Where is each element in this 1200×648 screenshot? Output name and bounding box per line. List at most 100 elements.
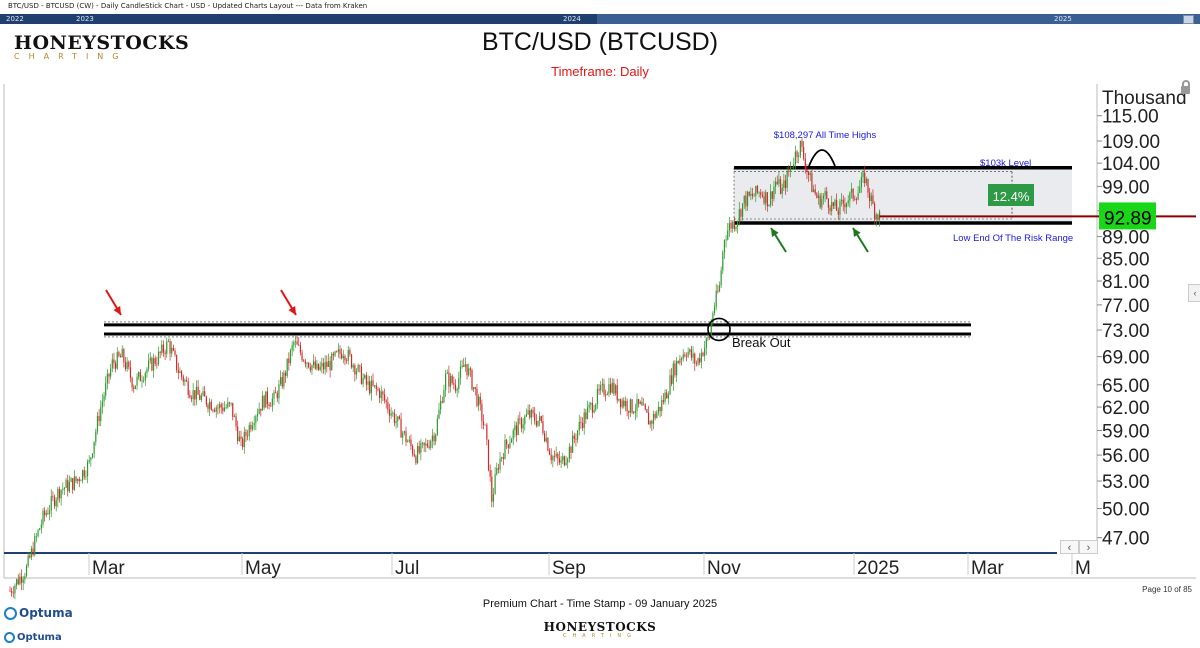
scroll-right-button[interactable]: › [1079, 540, 1098, 554]
candle-body [426, 443, 429, 447]
candle-body [126, 361, 128, 369]
candle-body [243, 431, 245, 448]
timeline-handle[interactable] [1183, 15, 1194, 24]
candle-body [299, 345, 301, 353]
candle-body [331, 353, 333, 371]
candle-body [204, 391, 206, 397]
candle-body [194, 390, 196, 400]
side-panel-tab[interactable]: ‹ [1188, 284, 1200, 302]
candle-body [448, 372, 450, 387]
candle-body [304, 360, 306, 364]
candle-body [451, 375, 453, 384]
candle-body [110, 368, 112, 377]
candle-body [623, 400, 625, 407]
candle-body [220, 404, 222, 408]
candle-body [245, 431, 247, 436]
candle-body [156, 363, 158, 365]
candle-body [775, 181, 777, 187]
candle-body [567, 458, 569, 463]
candle-body [611, 382, 613, 393]
candle-body [210, 401, 212, 411]
y-tick-label: 65.00 [1102, 376, 1150, 397]
candle-body [832, 202, 834, 206]
candle-body [431, 435, 433, 442]
candle-body [497, 468, 499, 470]
y-tick-label: 81.00 [1102, 272, 1150, 293]
candle-body [687, 352, 689, 357]
candle-body [586, 407, 589, 419]
ath-annotation: $108,297 All Time Highs [774, 130, 877, 141]
candle-body [519, 418, 521, 420]
candle-body [735, 226, 737, 230]
candle-body [143, 380, 145, 382]
candle-body [317, 363, 320, 370]
candle-body [565, 462, 567, 465]
candle-body [253, 423, 255, 426]
candle-body [727, 230, 729, 240]
scroll-left-button[interactable]: ‹ [1060, 540, 1079, 554]
candle-body [100, 407, 102, 422]
candle-body [45, 513, 47, 516]
candle-body [705, 338, 707, 348]
candle-body [171, 347, 173, 354]
candle-body [596, 389, 598, 405]
red-arrow-head [113, 306, 121, 315]
candle-body [370, 380, 372, 394]
candle-body [545, 438, 547, 442]
candle-body [387, 402, 389, 410]
candle-body [275, 392, 277, 394]
candle-body [251, 425, 254, 430]
candle-body [746, 191, 749, 207]
candle-body [375, 385, 377, 389]
candle-body [664, 392, 666, 402]
candle-body [461, 365, 463, 367]
candle-body [392, 412, 394, 414]
candle-body [364, 375, 366, 379]
candle-body [491, 476, 493, 502]
candle-body [794, 151, 796, 165]
candle-body [699, 358, 701, 363]
candle-body [639, 401, 641, 404]
candle-body [643, 404, 645, 406]
candle-body [151, 357, 153, 371]
lock-icon[interactable] [1181, 80, 1190, 94]
timeline-visible-window[interactable] [597, 14, 1200, 24]
candle-body [182, 376, 184, 382]
green-arrow-head [771, 228, 779, 237]
candle-body [459, 366, 462, 378]
candle-body [70, 478, 72, 482]
candle-body [588, 404, 590, 408]
range-zones [104, 165, 1072, 338]
y-tick-label: 73.00 [1102, 321, 1150, 342]
candle-body [710, 323, 712, 338]
candle-body [152, 358, 155, 371]
candle-body [400, 418, 402, 438]
candle-body [423, 442, 425, 446]
timeline-year: 2025 [1054, 15, 1072, 23]
candle-body [184, 380, 186, 382]
candle-body [63, 487, 66, 489]
candle-body [628, 410, 630, 413]
candle-body [344, 355, 346, 361]
candle-body [157, 351, 160, 364]
candle-body [37, 530, 39, 537]
candle-body [773, 186, 775, 199]
x-tick-label: Sep [552, 558, 586, 579]
candle-body [803, 146, 805, 159]
candle-body [367, 381, 369, 385]
candle-body [96, 415, 99, 432]
candle-body [410, 439, 412, 447]
candle-body [529, 410, 531, 418]
candle-body [242, 439, 244, 448]
breakout-circle [707, 317, 731, 342]
candle-body [601, 383, 603, 386]
candle-body [847, 200, 849, 204]
candle-body [214, 410, 216, 412]
candle-body [875, 214, 877, 220]
timeline-navigator[interactable]: 2022 2023 2024 2025 [0, 14, 1200, 24]
candle-body [509, 442, 511, 448]
candle-body [408, 439, 410, 442]
candle-body [610, 384, 612, 393]
candle-body [654, 413, 656, 418]
